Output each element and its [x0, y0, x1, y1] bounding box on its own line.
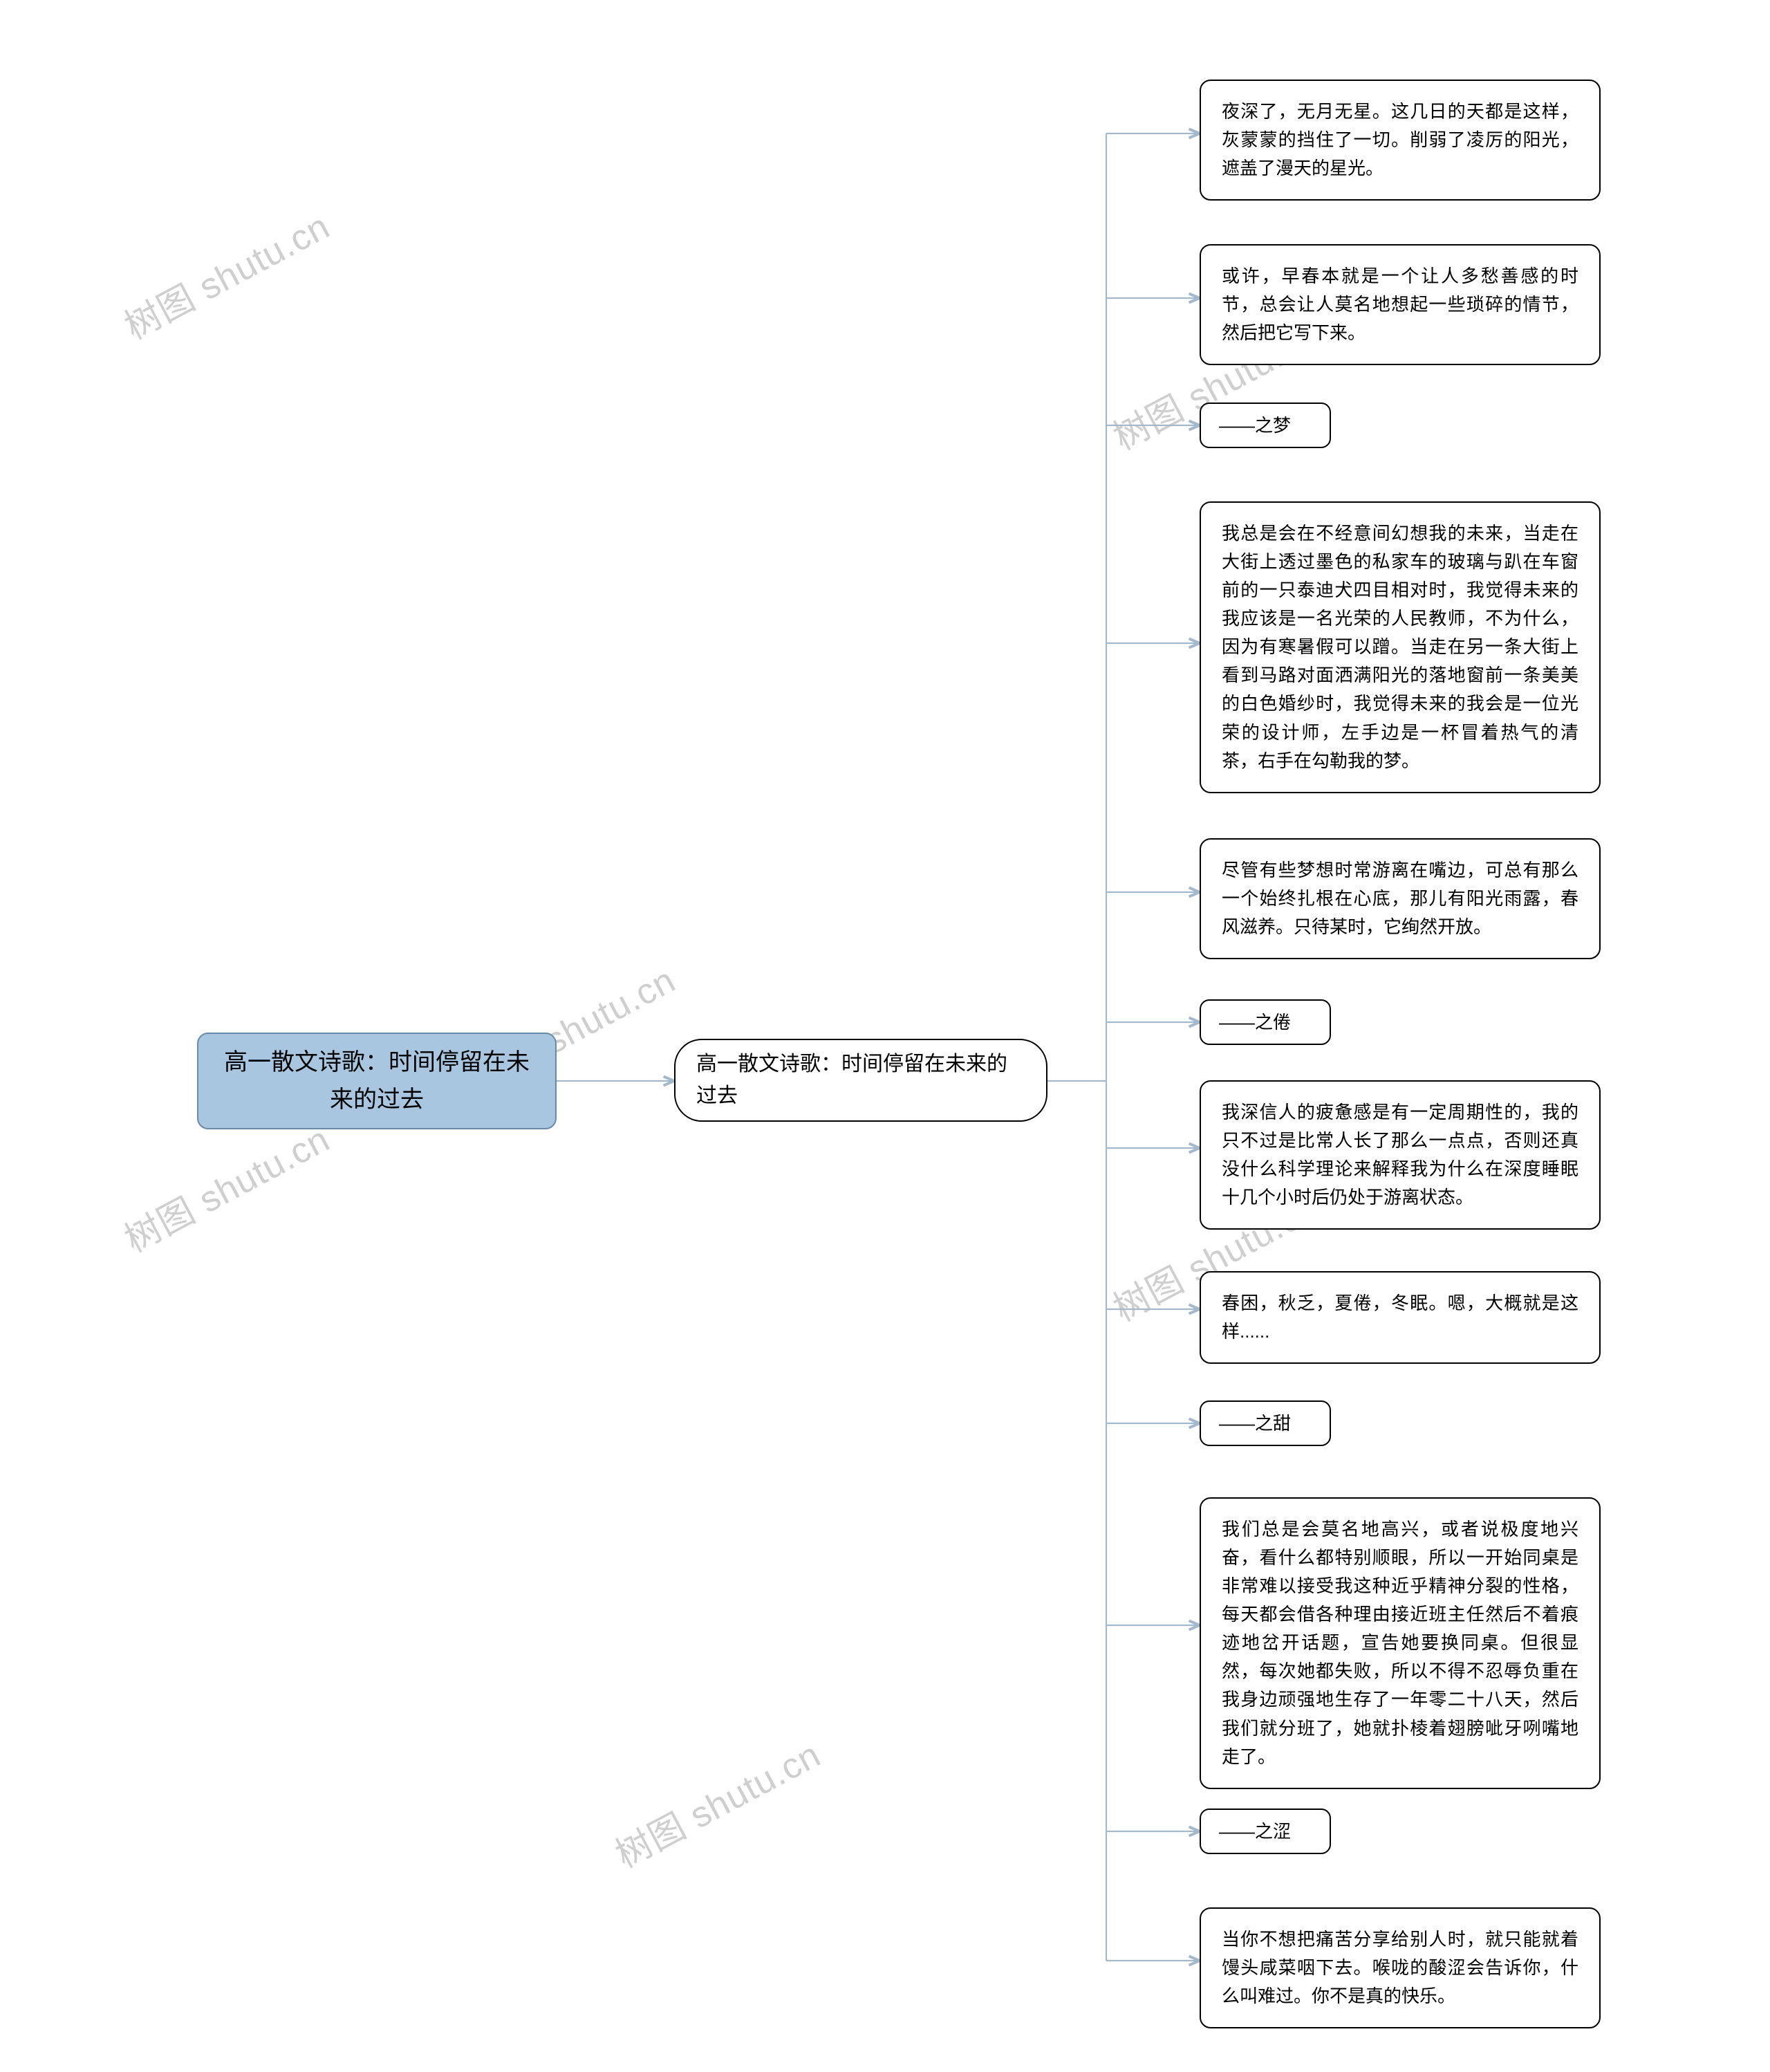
- watermark: 树图 shutu.cn: [114, 198, 337, 349]
- leaf-label: ——之甜: [1219, 1410, 1291, 1437]
- mid-label: 高一散文诗歌：时间停留在未来的过去: [696, 1048, 1025, 1113]
- leaf-node: 春困，秋乏，夏倦，冬眠。嗯，大概就是这样......: [1200, 1271, 1601, 1364]
- leaf-label: 夜深了，无月无星。这几日的天都是这样，灰蒙蒙的挡住了一切。削弱了凌厉的阳光，遮盖…: [1222, 98, 1578, 183]
- leaf-label: 尽管有些梦想时常游离在嘴边，可总有那么一个始终扎根在心底，那儿有阳光雨露，春风滋…: [1222, 856, 1578, 941]
- leaf-node-small: ——之甜: [1200, 1400, 1331, 1446]
- leaf-label: 我总是会在不经意间幻想我的未来，当走在大街上透过墨色的私家车的玻璃与趴在车窗前的…: [1222, 519, 1578, 775]
- leaf-label: ——之梦: [1219, 412, 1291, 439]
- leaf-label: ——之倦: [1219, 1009, 1291, 1036]
- leaf-node: 我们总是会莫名地高兴，或者说极度地兴奋，看什么都特别顺眼，所以一开始同桌是非常难…: [1200, 1497, 1601, 1789]
- leaf-label: 当你不想把痛苦分享给别人时，就只能就着馒头咸菜咽下去。喉咙的酸涩会告诉你，什么叫…: [1222, 1925, 1578, 2010]
- watermark: 树图 shutu.cn: [605, 1726, 828, 1878]
- leaf-label: 或许，早春本就是一个让人多愁善感的时节，总会让人莫名地想起一些琐碎的情节，然后把…: [1222, 262, 1578, 347]
- root-node: 高一散文诗歌：时间停留在未来的过去: [197, 1033, 557, 1129]
- mid-node: 高一散文诗歌：时间停留在未来的过去: [674, 1039, 1047, 1122]
- leaf-node-small: ——之梦: [1200, 403, 1331, 448]
- root-label: 高一散文诗歌：时间停留在未来的过去: [219, 1044, 534, 1119]
- leaf-label: 春困，秋乏，夏倦，冬眠。嗯，大概就是这样......: [1222, 1289, 1578, 1346]
- leaf-node-small: ——之倦: [1200, 999, 1331, 1045]
- leaf-node: 我深信人的疲惫感是有一定周期性的，我的只不过是比常人长了那么一点点，否则还真没什…: [1200, 1080, 1601, 1230]
- leaf-label: 我们总是会莫名地高兴，或者说极度地兴奋，看什么都特别顺眼，所以一开始同桌是非常难…: [1222, 1515, 1578, 1771]
- leaf-node: 尽管有些梦想时常游离在嘴边，可总有那么一个始终扎根在心底，那儿有阳光雨露，春风滋…: [1200, 838, 1601, 959]
- leaf-label: 我深信人的疲惫感是有一定周期性的，我的只不过是比常人长了那么一点点，否则还真没什…: [1222, 1098, 1578, 1212]
- leaf-node: 我总是会在不经意间幻想我的未来，当走在大街上透过墨色的私家车的玻璃与趴在车窗前的…: [1200, 501, 1601, 793]
- leaf-node: 夜深了，无月无星。这几日的天都是这样，灰蒙蒙的挡住了一切。削弱了凌厉的阳光，遮盖…: [1200, 80, 1601, 201]
- leaf-label: ——之涩: [1219, 1818, 1291, 1845]
- leaf-node: 或许，早春本就是一个让人多愁善感的时节，总会让人莫名地想起一些琐碎的情节，然后把…: [1200, 244, 1601, 365]
- leaf-node: 当你不想把痛苦分享给别人时，就只能就着馒头咸菜咽下去。喉咙的酸涩会告诉你，什么叫…: [1200, 1907, 1601, 2028]
- leaf-node-small: ——之涩: [1200, 1809, 1331, 1854]
- watermark: 树图 shutu.cn: [114, 1111, 337, 1262]
